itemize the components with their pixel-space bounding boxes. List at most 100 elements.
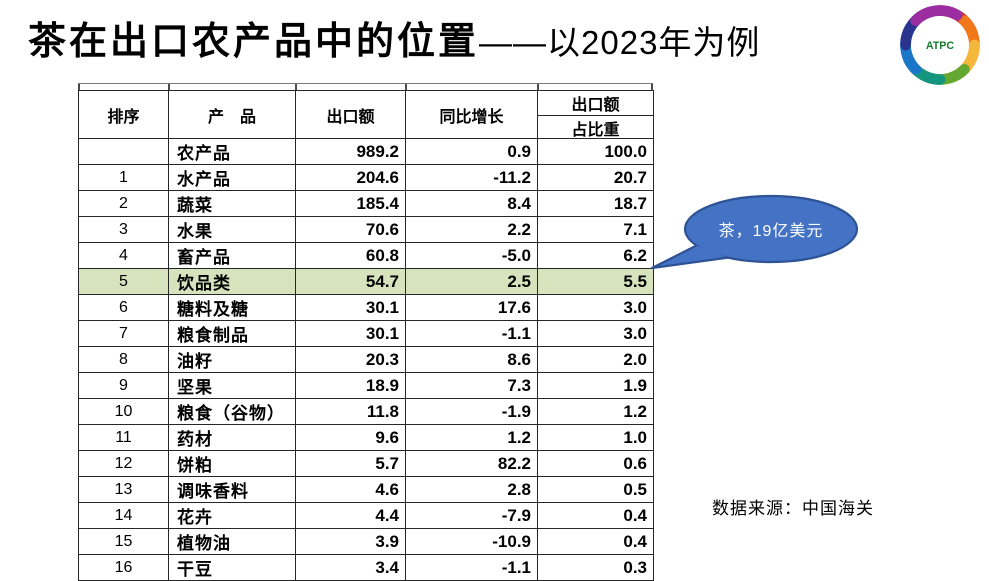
cell-product: 水果 xyxy=(168,216,296,243)
cell-share: 0.4 xyxy=(537,502,654,529)
cell-share: 1.9 xyxy=(537,372,654,399)
table-row: 1 水产品 204.6 -11.2 20.7 xyxy=(78,164,654,191)
col-header-product: 产 品 xyxy=(168,90,296,139)
cell-rank: 6 xyxy=(78,294,169,321)
cell-rank: 16 xyxy=(78,554,169,581)
cell-product: 水产品 xyxy=(168,164,296,191)
cell-share: 0.5 xyxy=(537,476,654,503)
cell-rank: 2 xyxy=(78,190,169,217)
speech-bubble-icon xyxy=(650,194,859,270)
cell-product: 蔬菜 xyxy=(168,190,296,217)
cell-product: 坚果 xyxy=(168,372,296,399)
table-body: 农产品 989.2 0.9 100.0 1 水产品 204.6 -11.2 20.7 2 蔬菜 185… xyxy=(78,138,654,581)
cell-product: 花卉 xyxy=(168,502,296,529)
cell-yoy: 8.6 xyxy=(405,346,538,373)
cell-rank: 1 xyxy=(78,164,169,191)
col-header-yoy: 同比增长 xyxy=(405,90,538,139)
cell-rank: 13 xyxy=(78,476,169,503)
cell-share: 100.0 xyxy=(537,138,654,165)
cell-product: 植物油 xyxy=(168,528,296,555)
cell-product: 畜产品 xyxy=(168,242,296,269)
cell-rank: 8 xyxy=(78,346,169,373)
cell-product: 饼粕 xyxy=(168,450,296,477)
table-row: 16 干豆 3.4 -1.1 0.3 xyxy=(78,554,654,581)
cell-rank: 11 xyxy=(78,424,169,451)
cell-product: 农产品 xyxy=(168,138,296,165)
cell-yoy: 82.2 xyxy=(405,450,538,477)
cell-export: 30.1 xyxy=(295,320,406,347)
table-row: 11 药材 9.6 1.2 1.0 xyxy=(78,424,654,451)
cell-share: 18.7 xyxy=(537,190,654,217)
cell-product: 药材 xyxy=(168,424,296,451)
cell-rank: 12 xyxy=(78,450,169,477)
cell-product: 油籽 xyxy=(168,346,296,373)
cell-yoy: -10.9 xyxy=(405,528,538,555)
table-row: 2 蔬菜 185.4 8.4 18.7 xyxy=(78,190,654,217)
cell-yoy: -1.1 xyxy=(405,320,538,347)
export-table-wrap: 排序 产 品 出口额 同比增长 出口额 占比重 农产品 989.2 0.9 100.0… xyxy=(78,90,654,581)
source-note: 数据来源：中国海关 xyxy=(712,499,874,518)
table-header-row: 排序 产 品 出口额 同比增长 出口额 占比重 xyxy=(78,90,654,139)
col-header-share-bottom: 占比重 xyxy=(538,115,653,138)
cell-yoy: 2.5 xyxy=(405,268,538,295)
cell-share: 0.4 xyxy=(537,528,654,555)
cell-export: 204.6 xyxy=(295,164,406,191)
cell-export: 54.7 xyxy=(295,268,406,295)
cell-rank: 10 xyxy=(78,398,169,425)
cell-export: 989.2 xyxy=(295,138,406,165)
cell-yoy: -1.9 xyxy=(405,398,538,425)
page-title: 茶在出口农产品中的位置——以2023年为例 xyxy=(28,10,760,65)
rainbow-swirl-icon: ATPC xyxy=(900,5,980,85)
cell-export: 3.9 xyxy=(295,528,406,555)
atpc-logo: ATPC xyxy=(899,4,981,86)
cell-yoy: 7.3 xyxy=(405,372,538,399)
cell-yoy: -5.0 xyxy=(405,242,538,269)
cell-rank: 5 xyxy=(78,268,169,295)
table-row: 农产品 989.2 0.9 100.0 xyxy=(78,138,654,165)
clipped-gridline-stubs xyxy=(78,83,653,91)
cell-export: 11.8 xyxy=(295,398,406,425)
cell-rank xyxy=(78,138,169,165)
tea-callout: 茶，19亿美元 xyxy=(640,190,875,282)
cell-product: 糖料及糖 xyxy=(168,294,296,321)
cell-share: 3.0 xyxy=(537,320,654,347)
cell-share: 6.2 xyxy=(537,242,654,269)
cell-product: 粮食（谷物） xyxy=(168,398,296,425)
col-header-export: 出口额 xyxy=(295,90,406,139)
cell-product: 干豆 xyxy=(168,554,296,581)
cell-product: 粮食制品 xyxy=(168,320,296,347)
col-header-share-top: 出口额 xyxy=(571,97,620,114)
cell-export: 4.4 xyxy=(295,502,406,529)
cell-share: 0.6 xyxy=(537,450,654,477)
cell-yoy: 8.4 xyxy=(405,190,538,217)
export-table: 排序 产 品 出口额 同比增长 出口额 占比重 农产品 989.2 0.9 100.0… xyxy=(78,90,654,581)
title-main: 茶在出口农产品中的位置 xyxy=(28,21,480,63)
cell-rank: 7 xyxy=(78,320,169,347)
cell-yoy: 2.8 xyxy=(405,476,538,503)
table-row: 9 坚果 18.9 7.3 1.9 xyxy=(78,372,654,399)
logo-text: ATPC xyxy=(926,40,955,52)
table-row: 5 饮品类 54.7 2.5 5.5 xyxy=(78,268,654,295)
table-row: 8 油籽 20.3 8.6 2.0 xyxy=(78,346,654,373)
cell-export: 185.4 xyxy=(295,190,406,217)
cell-export: 60.8 xyxy=(295,242,406,269)
table-row: 12 饼粕 5.7 82.2 0.6 xyxy=(78,450,654,477)
cell-export: 20.3 xyxy=(295,346,406,373)
cell-rank: 15 xyxy=(78,528,169,555)
cell-share: 7.1 xyxy=(537,216,654,243)
cell-yoy: 2.2 xyxy=(405,216,538,243)
col-header-rank: 排序 xyxy=(78,90,169,139)
cell-yoy: 1.2 xyxy=(405,424,538,451)
callout-text: 茶，19亿美元 xyxy=(718,223,824,240)
cell-export: 70.6 xyxy=(295,216,406,243)
cell-product: 饮品类 xyxy=(168,268,296,295)
cell-export: 5.7 xyxy=(295,450,406,477)
cell-share: 5.5 xyxy=(537,268,654,295)
cell-yoy: -7.9 xyxy=(405,502,538,529)
cell-rank: 3 xyxy=(78,216,169,243)
cell-export: 4.6 xyxy=(295,476,406,503)
cell-export: 18.9 xyxy=(295,372,406,399)
table-row: 3 水果 70.6 2.2 7.1 xyxy=(78,216,654,243)
cell-export: 3.4 xyxy=(295,554,406,581)
cell-yoy: 0.9 xyxy=(405,138,538,165)
